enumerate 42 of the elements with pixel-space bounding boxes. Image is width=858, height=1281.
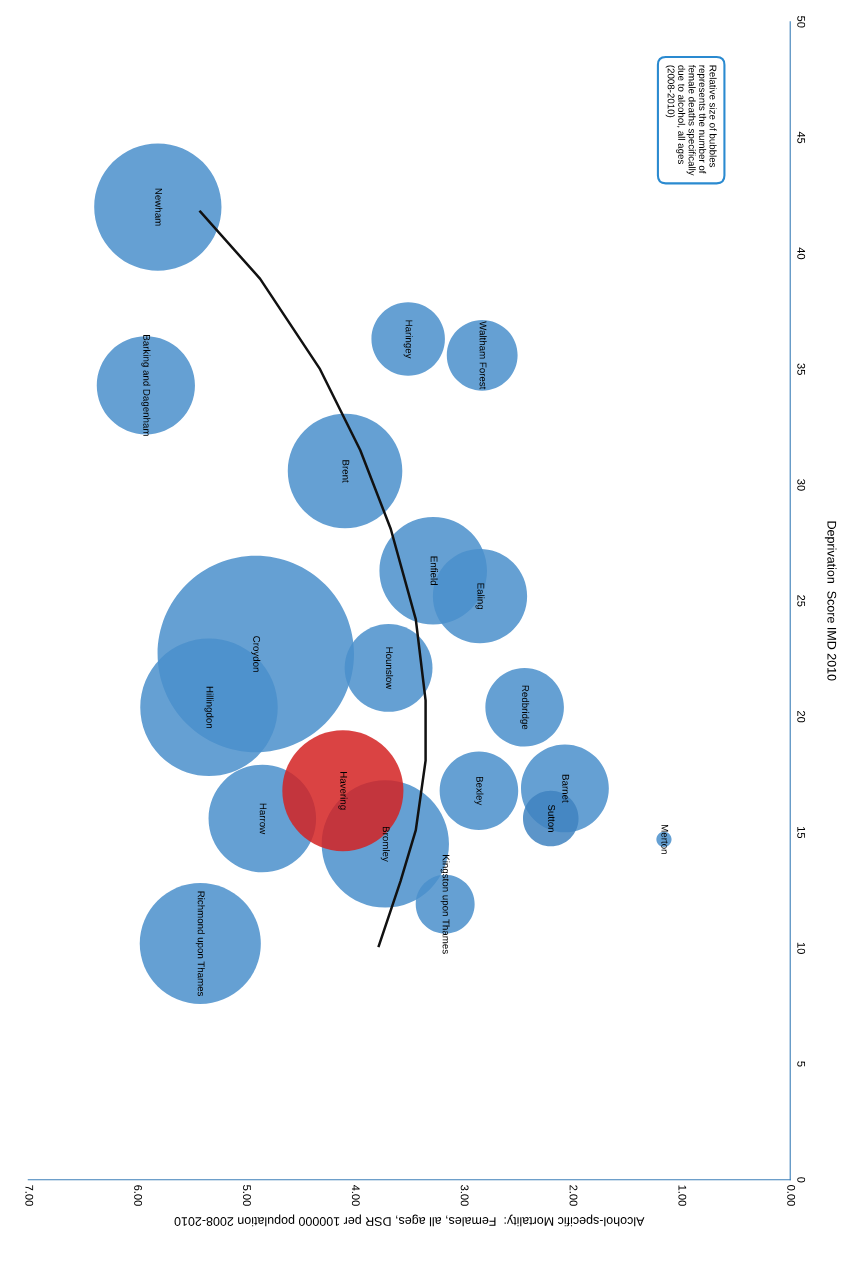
annotation: Relative size of bubbles represents the number of female deaths specifically due to alcohol, all ages (2008-2010) — [665, 64, 717, 176]
x-tick-label: 0.00 — [787, 1185, 796, 1206]
series-label: Redbridge — [520, 685, 530, 730]
x-axis-title: Alcohol-specific Mortality: Females, all ages, DSR per 100000 population 2008-2010 — [174, 1214, 645, 1227]
series-label: Merton — [661, 825, 669, 854]
y-tick-label: 0 — [797, 1177, 806, 1183]
series-label: Newham — [155, 188, 163, 226]
series-label: Barnet — [562, 774, 570, 803]
series-label: Bromley — [380, 826, 390, 862]
series-label: Haringey — [403, 320, 413, 359]
y-tick-label: 25 — [797, 595, 806, 607]
series-label: Sutton — [548, 804, 556, 832]
y-tick-label: 50 — [797, 16, 806, 28]
series-label: Kingston upon Thames — [440, 855, 450, 954]
series-label: Bexley — [474, 776, 484, 806]
series-label: Harrow — [259, 803, 267, 835]
y-tick-label: 20 — [797, 710, 806, 723]
series-label: Ealing — [475, 583, 485, 610]
x-tick-label: 3.00 — [460, 1185, 469, 1206]
y-tick-label: 5 — [797, 1061, 806, 1067]
x-tick-label: 5.00 — [243, 1185, 251, 1206]
series-label: Enfield — [430, 556, 438, 585]
series-label: Brent — [342, 460, 350, 483]
series-label: Barking and Dagenham — [141, 335, 151, 436]
y-tick-label: 10 — [797, 942, 806, 954]
series-label: Hillingdon — [204, 686, 214, 729]
x-tick-label: 4.00 — [351, 1184, 360, 1206]
series-label: Croydon — [251, 636, 261, 672]
series-label: Havering — [338, 772, 348, 810]
y-tick-label: 35 — [797, 363, 806, 375]
y-tick-label: 45 — [797, 131, 806, 144]
x-tick-label: 2.00 — [569, 1185, 578, 1206]
y-tick-label: 40 — [797, 247, 806, 260]
series-label: Hounslow — [385, 647, 394, 690]
x-tick-label: 1.00 — [678, 1185, 687, 1206]
series-label: Waltham Forest — [479, 321, 487, 390]
y-axis-title: Deprivation Score IMD 2010 — [824, 521, 837, 681]
y-tick-label: 30 — [797, 479, 806, 491]
x-tick-label: 7.00 — [25, 1185, 34, 1206]
y-tick-label: 15 — [797, 827, 806, 839]
x-tick-label: 6.00 — [134, 1185, 143, 1206]
series-label: Richmond upon Thames — [195, 891, 205, 997]
